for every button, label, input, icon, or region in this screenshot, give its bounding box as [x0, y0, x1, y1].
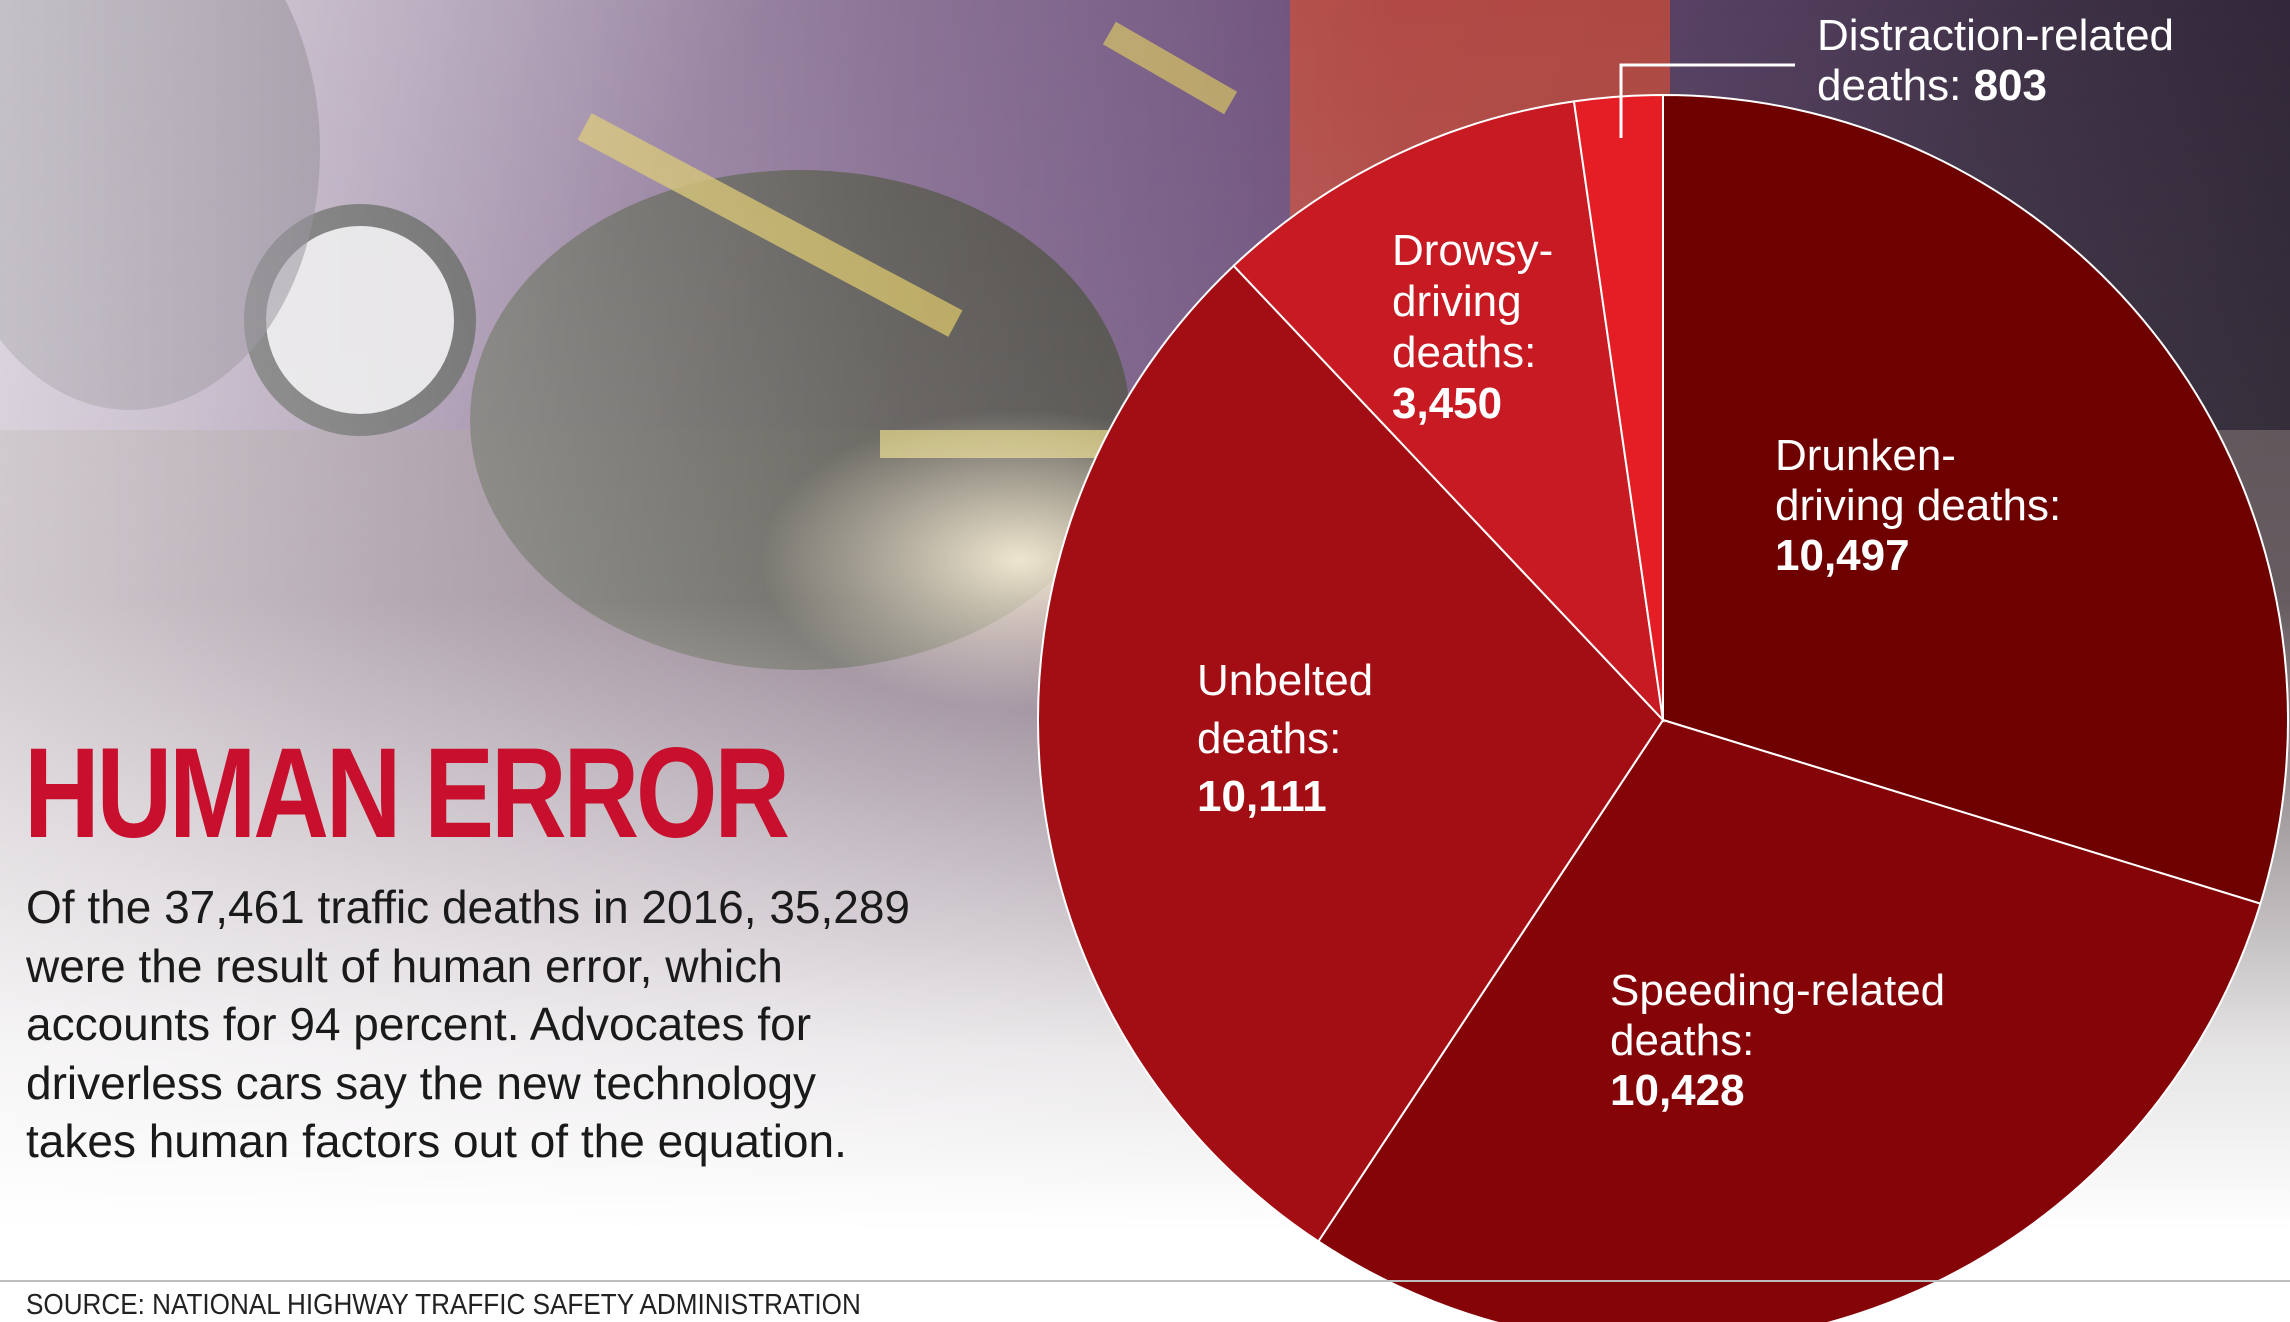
slice-label-speeding-related: Speeding-related deaths: 10,428	[1610, 966, 1945, 1115]
slice-value-drunken-driving: 10,497	[1775, 531, 1910, 580]
slice-label-distraction-related: Distraction-related deaths: 803	[1817, 11, 2174, 110]
pie-slice-distraction-related	[1572, 93, 1664, 721]
source-note: SOURCE: NATIONAL HIGHWAY TRAFFIC SAFETY …	[26, 1289, 861, 1321]
pie-slice-drunken-driving	[1662, 93, 2289, 905]
headline: HUMAN ERROR	[24, 722, 790, 865]
slice-value-speeding-related: 10,428	[1610, 1066, 1745, 1115]
slice-label-drowsy-driving: Drowsy-driving deaths: 3,450	[1392, 226, 1553, 428]
description-text: Of the 37,461 traffic deaths in 2016, 35…	[26, 881, 911, 1167]
slice-value-drowsy-driving: 3,450	[1392, 379, 1502, 428]
slice-value-unbelted: 10,111	[1197, 772, 1327, 821]
pie-slice-speeding-related	[1316, 718, 2262, 1322]
slice-value-distraction-related: 803	[1974, 61, 2047, 110]
leader-line-distraction	[1619, 63, 1795, 138]
slice-label-drunken-driving: Drunken-driving deaths: 10,497	[1775, 431, 2061, 580]
divider	[0, 1280, 2290, 1282]
pie-slice-unbelted	[1037, 264, 1665, 1243]
pie-slice-drowsy-driving	[1232, 100, 1665, 723]
slice-label-unbelted: Unbelted deaths: 10,111	[1197, 656, 1373, 821]
